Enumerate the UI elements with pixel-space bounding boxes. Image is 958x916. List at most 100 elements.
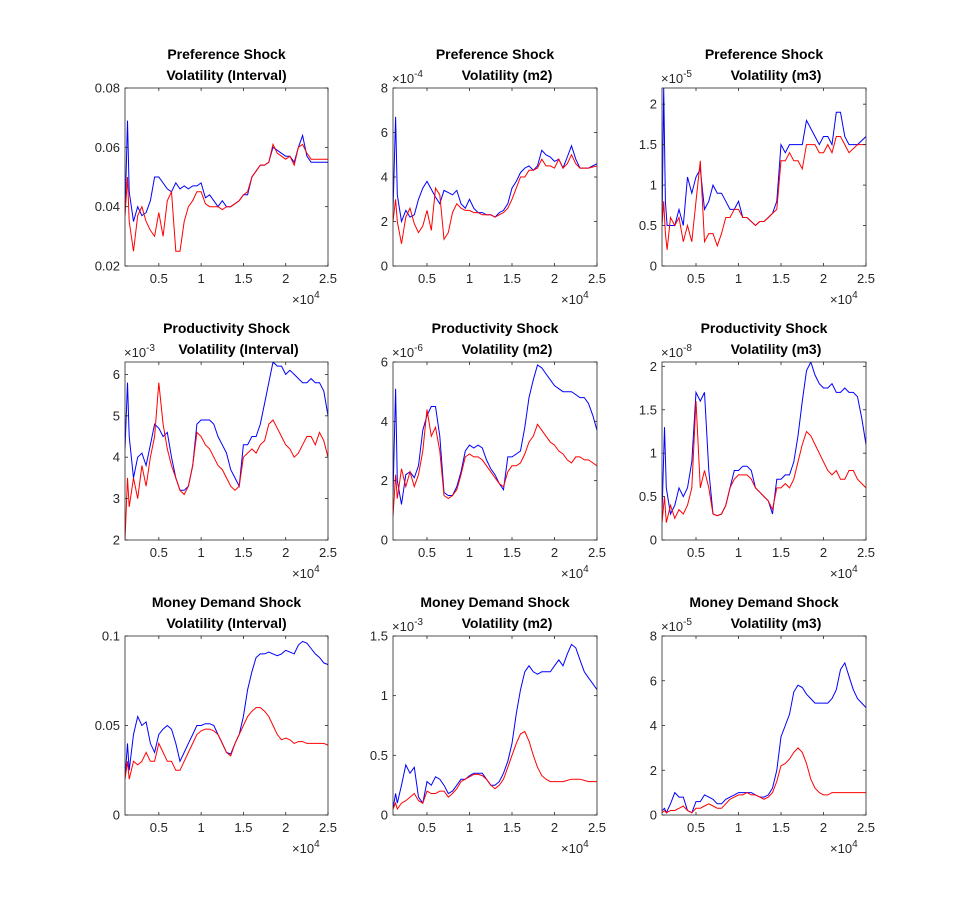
y-tick-label: 2 xyxy=(650,359,657,374)
subplot-title-line-1: Money Demand Shock xyxy=(689,594,839,610)
y-tick-label: 2 xyxy=(113,533,120,548)
y-tick-label: 5 xyxy=(113,408,120,423)
y-tick-label: 1 xyxy=(650,446,657,461)
subplot-title-line-1: Money Demand Shock xyxy=(420,594,570,610)
y-tick-label: 0.05 xyxy=(95,718,120,733)
series-line-red xyxy=(125,142,328,252)
x-tick-label: 2 xyxy=(551,545,558,560)
y-tick-label: 2 xyxy=(381,473,388,488)
x-tick-label: 1.5 xyxy=(503,820,521,835)
x-tick-label: 2 xyxy=(820,820,827,835)
subplot-4: 0.5 1 1.5 2 2.5 2 3 4 5 6 ×104 ×10-3 Productivity Sh… xyxy=(113,320,337,581)
subplot-8: 0.5 1 1.5 2 2.5 0 0.5 1 1.5 ×104 ×10-3 Money Demand… xyxy=(370,594,606,856)
y-tick-label: 1.5 xyxy=(370,629,388,644)
series-line-red xyxy=(393,730,597,811)
y-exponent-label: ×10-5 xyxy=(661,69,692,86)
x-tick-label: 1 xyxy=(735,820,742,835)
x-tick-label: 2 xyxy=(282,545,289,560)
x-tick-label: 1 xyxy=(735,271,742,286)
axes-box xyxy=(124,87,329,267)
x-tick-label: 0.5 xyxy=(687,545,705,560)
y-tick-label: 2 xyxy=(650,763,657,778)
series-line-red xyxy=(662,136,866,250)
x-tick-label: 1.5 xyxy=(234,545,252,560)
y-exponent-label: ×10-5 xyxy=(661,617,692,634)
series-line-red xyxy=(662,401,866,523)
y-tick-label: 0.06 xyxy=(95,140,120,155)
y-tick-label: 2 xyxy=(650,97,657,112)
subplot-title-line-2: Volatility (m3) xyxy=(731,341,822,357)
subplot-3: 0.5 1 1.5 2 2.500.511.52×104×10-5Preference … xyxy=(639,46,875,307)
axes-box xyxy=(124,635,329,816)
x-exponent-label: ×104 xyxy=(830,839,858,856)
y-tick-label: 0.5 xyxy=(639,218,657,233)
subplot-title-line-1: Preference Shock xyxy=(167,46,285,62)
y-exponent-label: ×10-8 xyxy=(661,343,692,360)
x-tick-label: 0.5 xyxy=(418,271,436,286)
subplot-title-line-2: Volatility (Interval) xyxy=(166,615,286,631)
y-exponent-label: ×10-3 xyxy=(124,343,155,360)
y-tick-label: 6 xyxy=(381,125,388,140)
x-tick-label: 2 xyxy=(282,820,289,835)
x-exponent-label: ×104 xyxy=(292,839,320,856)
y-tick-label: 8 xyxy=(381,81,388,96)
x-tick-label: 1.5 xyxy=(503,545,521,560)
y-exponent-label: ×10-4 xyxy=(392,69,423,86)
series-line-red xyxy=(125,382,328,540)
x-exponent-label: ×104 xyxy=(830,290,858,307)
y-tick-label: 1.5 xyxy=(639,137,657,152)
y-tick-label: 4 xyxy=(381,414,388,429)
x-tick-label: 1 xyxy=(198,820,205,835)
x-tick-label: 0.5 xyxy=(150,820,168,835)
x-exponent-label: ×104 xyxy=(830,564,858,581)
y-tick-label: 4 xyxy=(381,170,388,185)
y-tick-label: 0.02 xyxy=(95,259,120,274)
x-tick-label: 1.5 xyxy=(234,271,252,286)
x-tick-label: 2 xyxy=(820,545,827,560)
x-tick-label: 2 xyxy=(282,271,289,286)
subplot-title-line-1: Productivity Shock xyxy=(163,320,290,336)
y-tick-label: 0 xyxy=(113,808,120,823)
y-tick-label: 0 xyxy=(381,259,388,274)
x-tick-label: 1 xyxy=(198,545,205,560)
x-tick-label: 0.5 xyxy=(150,271,168,286)
series-line-red xyxy=(393,409,597,517)
x-tick-label: 1.5 xyxy=(772,820,790,835)
subplot-title-line-2: Volatility (m3) xyxy=(731,615,822,631)
x-tick-label: 2.5 xyxy=(588,271,606,286)
y-tick-label: 0 xyxy=(381,533,388,548)
axes-box xyxy=(661,361,867,541)
x-tick-label: 1 xyxy=(466,820,473,835)
x-tick-label: 1.5 xyxy=(772,271,790,286)
subplot-2: 0.5 1 1.5 2 2.5 0 2 4 6 8 ×104 ×10-4 Preference Shoc… xyxy=(381,46,606,307)
series-line-blue xyxy=(662,362,866,517)
axes-box xyxy=(661,635,867,816)
series-line-blue xyxy=(393,364,597,505)
x-tick-label: 0.5 xyxy=(150,545,168,560)
subplot-title-line-2: Volatility (m2) xyxy=(462,67,553,83)
x-tick-label: 1 xyxy=(466,545,473,560)
y-tick-label: 0 xyxy=(381,808,388,823)
subplot-title-line-2: Volatility (Interval) xyxy=(178,341,298,357)
x-tick-label: 0.5 xyxy=(418,545,436,560)
series-line-blue xyxy=(125,120,328,222)
x-tick-label: 1 xyxy=(466,271,473,286)
x-tick-label: 2.5 xyxy=(319,271,337,286)
y-tick-label: 0.04 xyxy=(95,199,120,214)
y-tick-label: 0.5 xyxy=(639,489,657,504)
x-tick-label: 2.5 xyxy=(319,820,337,835)
y-tick-label: 3 xyxy=(113,491,120,506)
y-exponent-label: ×10-3 xyxy=(392,617,423,634)
series-line-red xyxy=(125,707,328,780)
subplot-title-line-2: Volatility (m2) xyxy=(462,615,553,631)
x-tick-label: 2.5 xyxy=(857,271,875,286)
series-line-red xyxy=(393,153,597,244)
x-tick-label: 0.5 xyxy=(687,271,705,286)
axes-box xyxy=(392,87,598,267)
subplot-title-line-1: Productivity Shock xyxy=(701,320,828,336)
axes-box xyxy=(124,361,329,541)
y-tick-label: 0 xyxy=(650,808,657,823)
x-tick-label: 1.5 xyxy=(503,271,521,286)
y-tick-label: 4 xyxy=(650,718,657,733)
subplot-5: 0.5 1 1.5 2 2.5 0 2 4 6 ×104 ×10-6 Productivity Sho… xyxy=(381,320,606,581)
